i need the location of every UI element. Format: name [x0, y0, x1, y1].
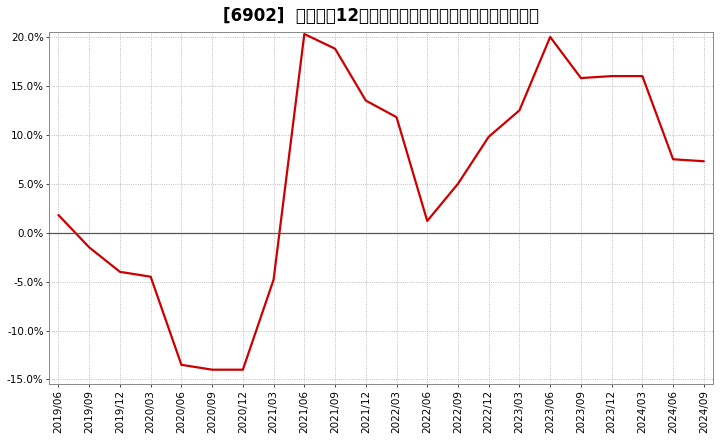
Title: [6902]  売上高の12か月移動合計の対前年同期増減率の推移: [6902] 売上高の12か月移動合計の対前年同期増減率の推移	[223, 7, 539, 25]
